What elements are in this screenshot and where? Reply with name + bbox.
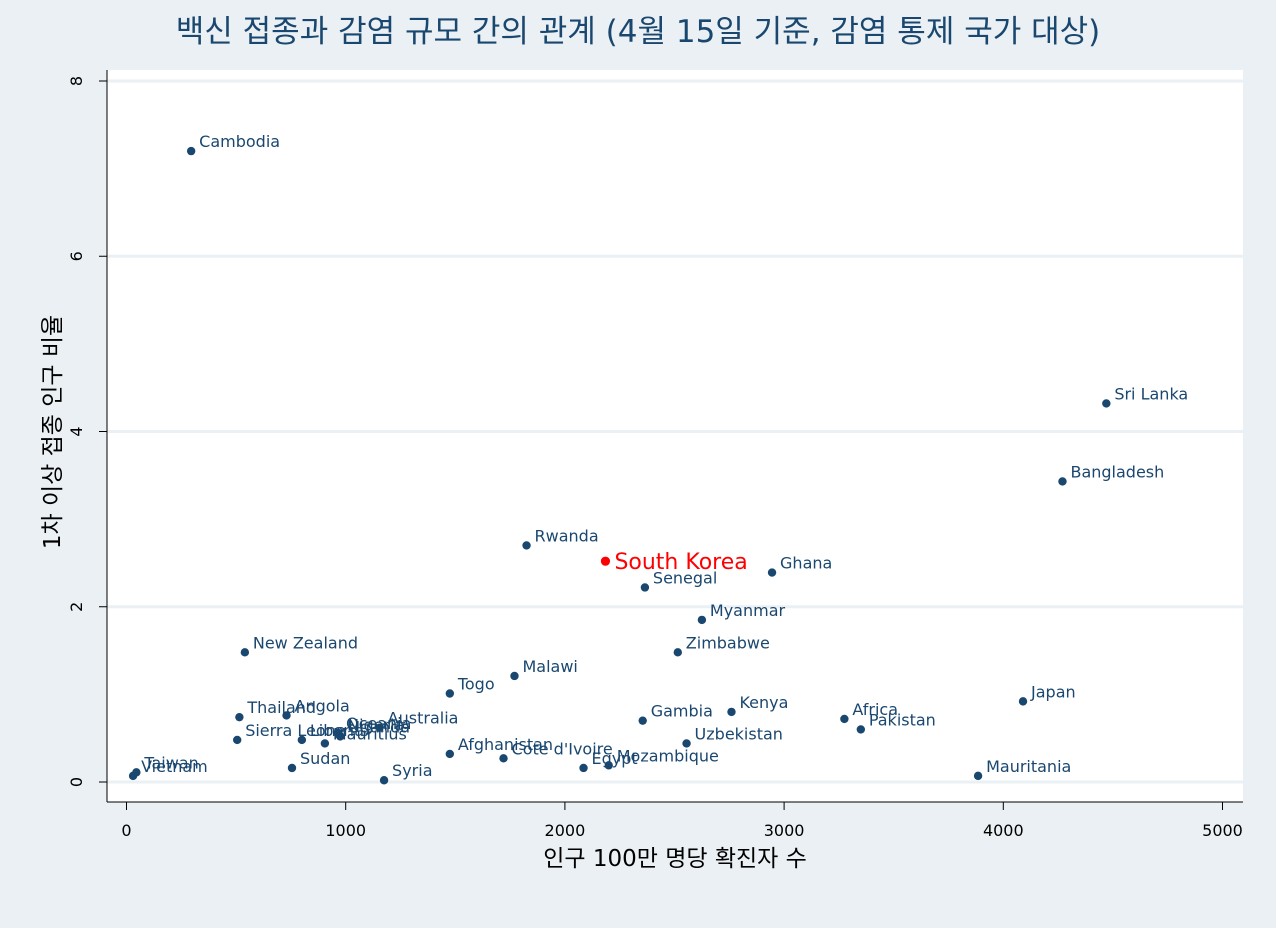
data-point-label: Japan — [1030, 682, 1076, 701]
data-point — [840, 714, 849, 724]
data-point — [522, 541, 531, 550]
data-point — [640, 583, 650, 592]
data-point — [579, 763, 588, 773]
data-point — [499, 754, 508, 763]
chart-title: 백신 접종과 감염 규모 간의 관계 (4월 15일 기준, 감염 통제 국가 … — [175, 14, 1101, 50]
data-point-label: Sri Lanka — [1114, 384, 1188, 403]
data-point — [673, 648, 682, 657]
data-point-label: Ghana — [780, 554, 832, 573]
x-tick-label: 0 — [121, 821, 131, 840]
data-point — [235, 712, 244, 722]
data-point-label: Vietnam — [141, 757, 208, 776]
point-labels: Cambodia Sri Lanka Bangladesh Rwanda Ghana Se… — [141, 132, 1188, 780]
y-tick-label: 8 — [67, 76, 86, 86]
gridlines — [107, 79, 1243, 784]
data-point — [638, 716, 647, 725]
data-point — [445, 749, 455, 759]
data-point-label: Australia — [388, 709, 459, 728]
data-point-label: Senegal — [653, 568, 717, 587]
x-tick-label: 2000 — [545, 821, 586, 840]
data-point — [379, 776, 389, 785]
data-point-label: Pakistan — [869, 710, 936, 729]
y-axis-title: 1차 이상 접종 인구 비율 — [40, 315, 66, 549]
highlight-point — [600, 556, 611, 566]
data-point-label: Rwanda — [535, 526, 599, 545]
data-point-label: Malawi — [522, 657, 577, 676]
data-point — [973, 771, 983, 781]
data-point-label: Nigeria — [347, 716, 404, 735]
data-point — [856, 725, 866, 734]
data-point-label: Taiwan — [143, 753, 198, 772]
data-point — [240, 648, 250, 657]
x-axis-title: 인구 100만 명당 확진자 수 — [543, 846, 807, 872]
data-point-label: Uganda — [348, 717, 410, 736]
data-point-label: Cote d'Ivoire — [512, 739, 613, 758]
highlight-label: South Korea — [614, 550, 747, 575]
data-point-label: Thailand — [246, 698, 316, 717]
plot-area — [107, 70, 1243, 802]
y-tick-label: 4 — [67, 426, 86, 436]
data-point — [445, 689, 455, 698]
data-point — [1102, 399, 1111, 408]
data-point — [682, 739, 691, 748]
data-point-label: Myanmar — [710, 601, 786, 620]
data-point — [320, 739, 330, 748]
data-point-label: Liberia — [310, 721, 364, 740]
data-point — [297, 735, 307, 745]
data-point-label: Mauritania — [986, 757, 1071, 776]
data-point — [287, 763, 297, 773]
data-point-label: Mozambique — [617, 746, 719, 765]
data-point — [128, 771, 138, 781]
data-point — [232, 735, 242, 745]
data-point-label: Bangladesh — [1070, 462, 1164, 481]
data-point-label: Kenya — [739, 693, 788, 712]
data-point — [727, 707, 736, 717]
data-point-label: Syria — [392, 761, 432, 780]
data-point-label: Gambia — [651, 702, 713, 721]
x-tick-label: 3000 — [764, 821, 805, 840]
x-tick-label: 5000 — [1202, 821, 1243, 840]
data-point — [767, 568, 777, 577]
axis-ticks: 0 2 4 6 8 0 1000 2000 3000 4000 5000 — [67, 76, 1243, 840]
data-point-label: Togo — [457, 674, 495, 693]
data-point-label: Zimbabwe — [686, 633, 770, 652]
y-tick-label: 6 — [67, 251, 86, 261]
data-point-label: Oceania — [346, 714, 411, 733]
data-point-label: Sierra Leone — [245, 721, 345, 740]
data-point — [282, 711, 291, 720]
data-point-label: Africa — [852, 700, 898, 719]
data-point-label: Mauritius — [333, 724, 407, 743]
data-point — [375, 723, 384, 732]
data-point-label: Uzbekistan — [695, 724, 783, 743]
x-tick-label: 4000 — [983, 821, 1024, 840]
data-point-label: Egypt — [592, 749, 638, 768]
data-point — [186, 146, 196, 156]
data-point — [604, 761, 613, 770]
data-point — [1058, 477, 1067, 486]
data-point — [1018, 697, 1028, 706]
x-tick-label: 1000 — [325, 821, 366, 840]
data-point-label: New Zealand — [253, 633, 358, 652]
data-point-label: Sudan — [300, 749, 350, 768]
data-point — [697, 615, 707, 625]
data-point-label: Cambodia — [199, 132, 280, 151]
data-points — [128, 146, 1111, 785]
y-tick-label: 2 — [67, 602, 86, 612]
data-point-label: Angola — [295, 696, 350, 715]
data-point — [336, 732, 345, 741]
data-point-label: Afghanistan — [458, 735, 553, 754]
data-point — [510, 671, 519, 681]
y-tick-label: 0 — [67, 777, 86, 787]
